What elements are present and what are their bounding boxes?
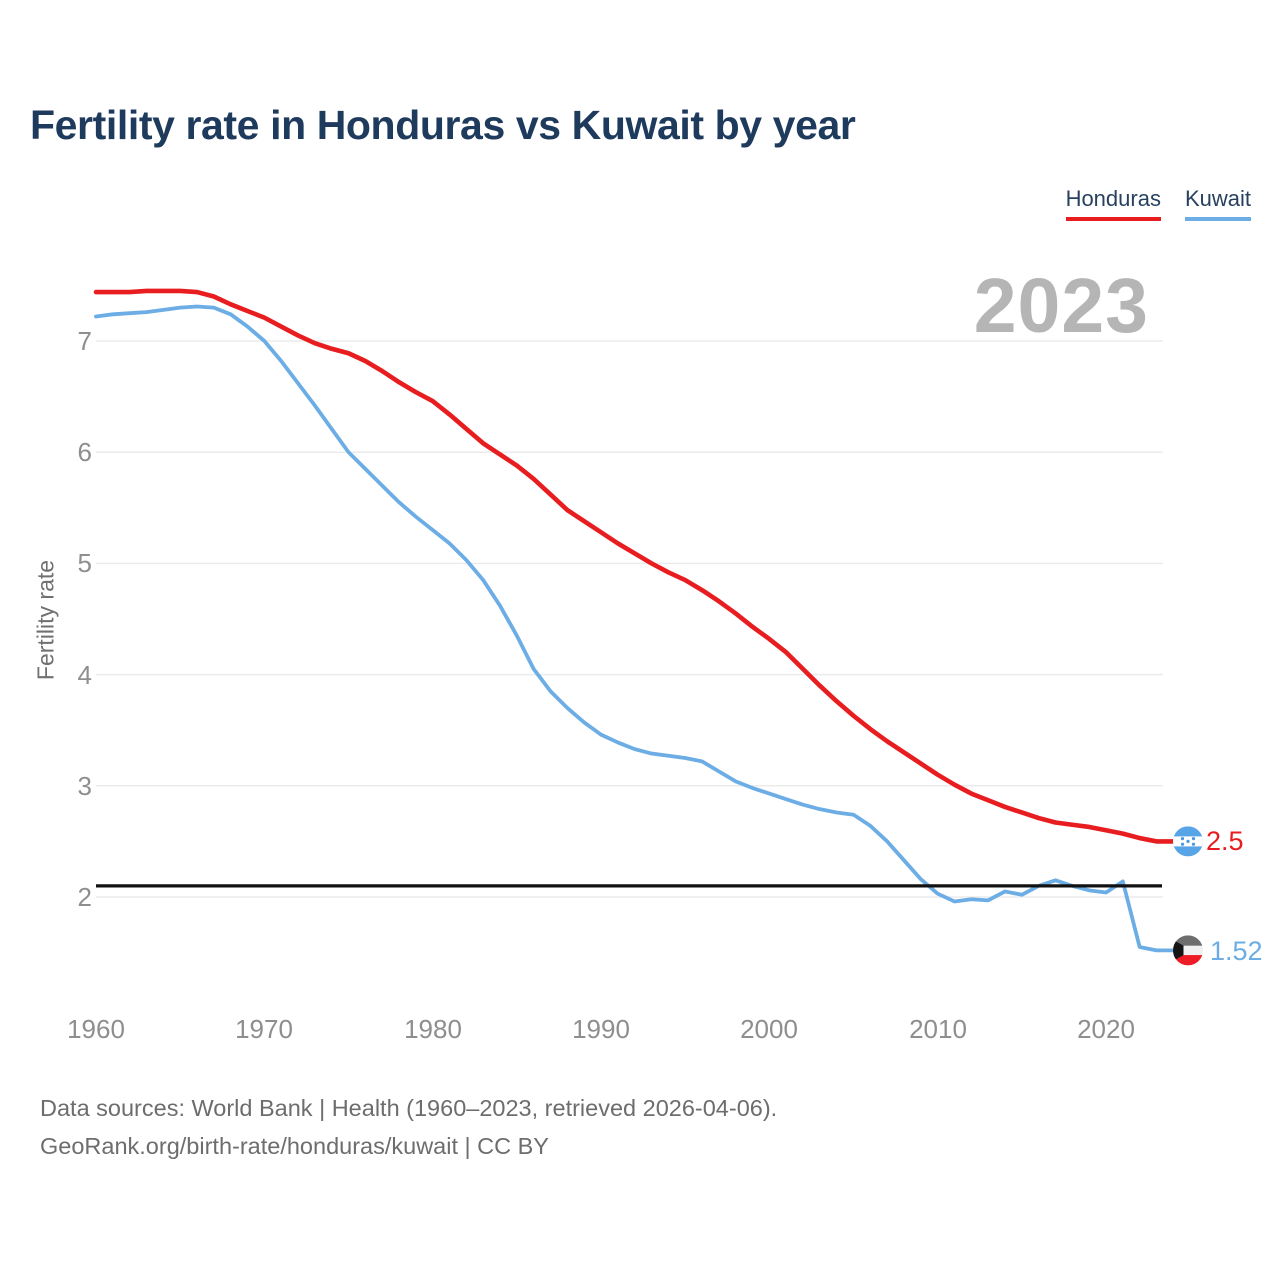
y-tick-label: 3 [77, 771, 92, 801]
y-tick-label: 7 [77, 326, 92, 356]
kuwait-line [94, 304, 1177, 953]
x-tick-label: 2000 [740, 1014, 798, 1044]
y-tick-label: 4 [77, 660, 92, 690]
x-tick-label: 2020 [1077, 1014, 1135, 1044]
x-tick-label: 2010 [909, 1014, 967, 1044]
kuwait-flag-icon [1173, 935, 1203, 966]
watermark-year: 2023 [973, 263, 1149, 349]
data-source-line: Data sources: World Bank | Health (1960–… [40, 1095, 778, 1121]
kuwait-end-value: 1.52 [1210, 936, 1263, 966]
legend-item-honduras[interactable]: Honduras [1065, 186, 1161, 221]
x-tick-label: 1990 [572, 1014, 630, 1044]
honduras-flag-icon [1173, 826, 1203, 857]
attribution-line: GeoRank.org/birth-rate/honduras/kuwait |… [40, 1133, 549, 1159]
page-title: Fertility rate in Honduras vs Kuwait by … [30, 102, 856, 148]
y-tick-label: 5 [77, 548, 92, 578]
chart-legend: Honduras Kuwait [1065, 186, 1251, 221]
x-tick-label: 1960 [67, 1014, 125, 1044]
y-tick-label: 6 [77, 437, 92, 467]
honduras-line [93, 288, 1178, 844]
footer: Data sources: World Bank | Health (1960–… [40, 1089, 777, 1165]
honduras-end-value: 2.5 [1206, 826, 1244, 856]
legend-item-kuwait[interactable]: Kuwait [1184, 186, 1251, 221]
gridlines [96, 340, 1163, 898]
y-tick-label: 2 [77, 882, 92, 912]
x-tick-label: 1980 [404, 1014, 462, 1044]
x-tick-label: 1970 [235, 1014, 293, 1044]
